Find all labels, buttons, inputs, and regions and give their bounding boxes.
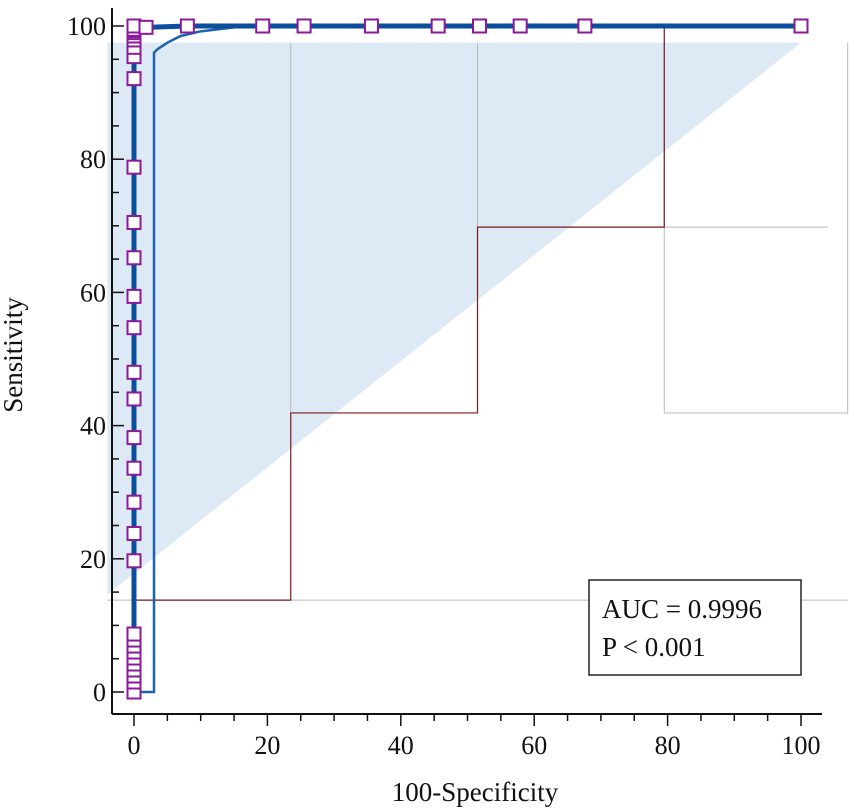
- roc-point-marker: [472, 18, 488, 34]
- roc-point-marker: [430, 18, 446, 34]
- roc-point-marker: [138, 19, 154, 35]
- roc-point-marker: [126, 71, 142, 87]
- roc-point-marker: [793, 18, 809, 34]
- roc-point-marker: [126, 460, 142, 476]
- reference-step-layer: [134, 26, 665, 601]
- y-tick-label: 40: [80, 412, 106, 441]
- y-tick-label: 100: [67, 12, 106, 41]
- roc-point-marker: [126, 391, 142, 407]
- y-tick-label: 20: [80, 545, 106, 574]
- roc-point-marker: [126, 430, 142, 446]
- roc-point-marker: [363, 18, 379, 34]
- axes: 0 20 40 60 80 100 0 20 40 60 80 100: [67, 8, 822, 760]
- roc-point-marker: [255, 18, 271, 34]
- x-tick-label: 40: [388, 731, 414, 760]
- x-tick-label: 20: [254, 731, 280, 760]
- roc-point-marker: [296, 18, 312, 34]
- roc-point-marker: [126, 626, 142, 642]
- x-tick-label: 80: [655, 731, 681, 760]
- confidence-band-layer: [107, 42, 801, 595]
- roc-point-marker: [126, 288, 142, 304]
- roc-point-marker: [577, 18, 593, 34]
- confidence-band: [107, 42, 801, 595]
- roc-point-marker: [126, 320, 142, 336]
- x-tick-label: 60: [521, 731, 547, 760]
- roc-point-marker: [179, 18, 195, 34]
- roc-point-marker: [126, 553, 142, 569]
- roc-point-marker: [126, 214, 142, 230]
- y-axis-title: Sensitivity: [0, 297, 28, 413]
- y-tick-label: 80: [80, 145, 106, 174]
- x-tick-label: 100: [782, 731, 821, 760]
- p-value-label: P < 0.001: [602, 632, 706, 662]
- roc-marker-layer: [126, 18, 809, 700]
- auc-label: AUC = 0.9996: [602, 594, 762, 624]
- x-axis-title: 100-Specificity: [392, 777, 559, 807]
- y-tick-label: 60: [80, 278, 106, 307]
- reference-step-line: [134, 26, 665, 601]
- x-tick-label: 0: [128, 731, 141, 760]
- roc-point-marker: [126, 494, 142, 510]
- roc-point-marker: [126, 159, 142, 175]
- auc-annotation: AUC = 0.9996 P < 0.001: [588, 579, 802, 676]
- roc-point-marker: [126, 364, 142, 380]
- annotation-box: [588, 579, 802, 676]
- roc-point-marker: [126, 250, 142, 266]
- roc-point-marker: [126, 525, 142, 541]
- roc-point-marker: [512, 18, 528, 34]
- y-tick-label: 0: [93, 678, 106, 707]
